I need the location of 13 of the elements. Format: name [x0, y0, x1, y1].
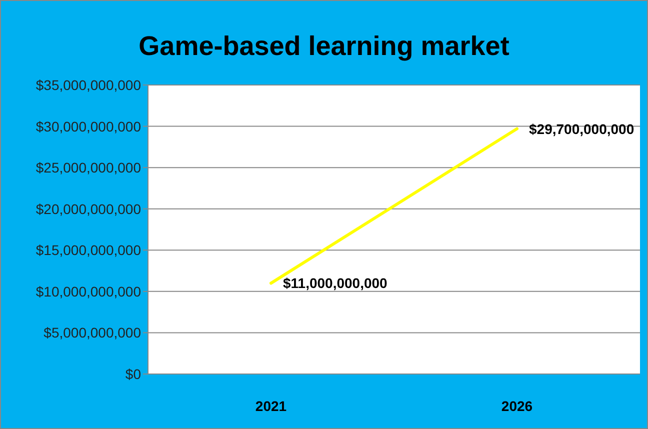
data-label: $29,700,000,000: [529, 120, 634, 137]
y-tick-label: $35,000,000,000: [36, 77, 142, 93]
chart-title: Game-based learning market: [138, 31, 510, 61]
y-tick-label: $5,000,000,000: [44, 324, 142, 341]
y-tick-label: $15,000,000,000: [36, 242, 142, 258]
y-tick-label: $10,000,000,000: [36, 283, 142, 300]
y-tick-label: $30,000,000,000: [36, 118, 142, 134]
y-tick-label: $25,000,000,000: [36, 160, 142, 176]
data-label: $11,000,000,000: [283, 275, 388, 292]
x-tick-label: 2021: [255, 398, 287, 414]
y-tick-label: $0: [125, 366, 142, 382]
x-tick-label: 2026: [501, 398, 533, 414]
y-tick-label: $20,000,000,000: [36, 200, 142, 217]
